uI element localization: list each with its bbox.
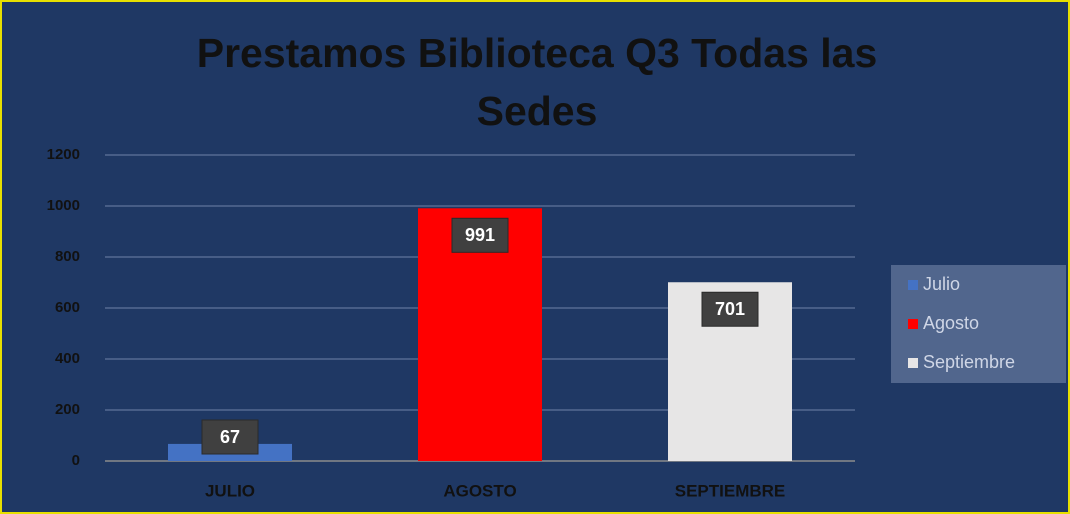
data-label: 701 [715,299,745,319]
x-tick-label: AGOSTO [443,481,516,500]
y-tick-label: 800 [55,248,80,265]
legend-swatch [908,358,918,368]
chart-title: Prestamos Biblioteca Q3 Todas las Sedes [196,30,878,134]
legend-label: Agosto [923,313,979,333]
y-tick-label: 0 [72,452,80,469]
data-label-box [451,217,509,253]
legend-swatch [908,319,918,329]
y-tick-label: 400 [55,350,80,367]
legend-box [891,265,1066,383]
legend-label: Septiembre [923,352,1015,372]
data-label-box [701,291,759,327]
data-label-box [201,419,259,455]
data-label: 991 [465,225,495,245]
y-tick-label: 1200 [47,146,80,163]
y-tick-label: 600 [55,299,80,316]
legend-swatch [908,280,918,290]
data-label: 67 [220,427,240,447]
y-tick-label: 1000 [47,197,80,214]
legend-label: Julio [923,274,960,294]
x-tick-label: JULIO [205,481,255,500]
y-tick-label: 200 [55,401,80,418]
x-tick-label: SEPTIEMBRE [675,481,786,500]
